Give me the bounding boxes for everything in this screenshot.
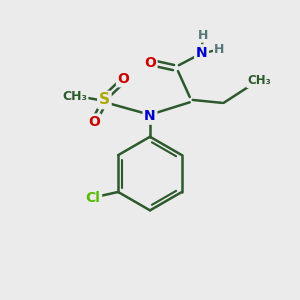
Text: H: H [198,29,208,42]
Text: O: O [88,115,100,129]
Text: N: N [144,109,156,123]
Text: H: H [214,44,224,56]
Text: Cl: Cl [86,191,101,205]
Text: S: S [99,92,110,107]
Text: O: O [118,72,129,86]
Text: CH₃: CH₃ [247,74,271,87]
Text: N: N [196,46,207,60]
Text: CH₃: CH₃ [62,91,87,103]
Text: O: O [144,56,156,70]
